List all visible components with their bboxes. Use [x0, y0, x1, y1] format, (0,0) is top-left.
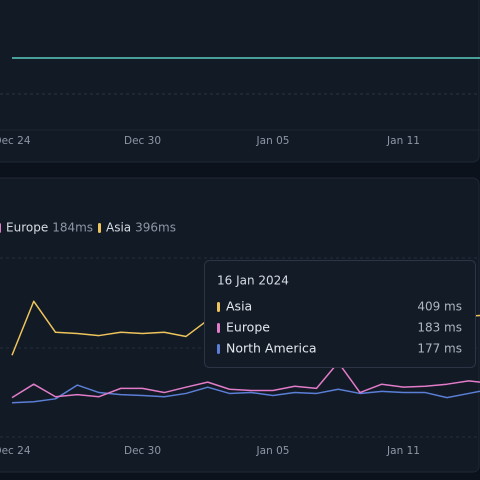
- x-tick-label: Jan 05: [256, 135, 290, 147]
- tooltip: [204, 260, 476, 368]
- legend-swatch: [98, 223, 101, 233]
- chart-layer: Dec 24 Dec 30 Jan 05 Jan 11 Dec 24 Dec 30 Jan …: [0, 57, 480, 457]
- tooltip-name: Europe: [226, 320, 270, 335]
- series-line: [11, 361, 480, 399]
- series-line: [11, 384, 480, 404]
- tooltip-value: 177 ms: [417, 342, 462, 356]
- tooltip-name: North America: [226, 341, 317, 356]
- top-panel: [0, 0, 480, 163]
- legend-swatch: [0, 223, 1, 233]
- x-tick-label: Jan 11: [386, 445, 420, 457]
- tooltip-value: 183 ms: [417, 321, 462, 335]
- tooltip-swatch: [217, 302, 220, 312]
- x-tick-label: Jan 11: [386, 135, 420, 147]
- legend-value: 396ms: [135, 221, 176, 235]
- x-tick-label: Dec 24: [0, 135, 31, 147]
- tooltip-title: 16 Jan 2024: [217, 274, 289, 288]
- tooltip-name: Asia: [226, 299, 252, 314]
- tooltip-value: 409 ms: [417, 300, 462, 314]
- legend-label: Asia: [106, 221, 131, 235]
- tooltip-swatch: [217, 323, 220, 333]
- x-tick-label: Jan 05: [256, 445, 290, 457]
- tooltip-swatch: [217, 344, 220, 354]
- legend-value: 184ms: [52, 221, 93, 235]
- x-tick-label: Dec 24: [0, 445, 31, 457]
- legend-label: Europe: [6, 221, 48, 235]
- x-tick-label: Dec 30: [124, 135, 161, 147]
- x-tick-label: Dec 30: [124, 445, 161, 457]
